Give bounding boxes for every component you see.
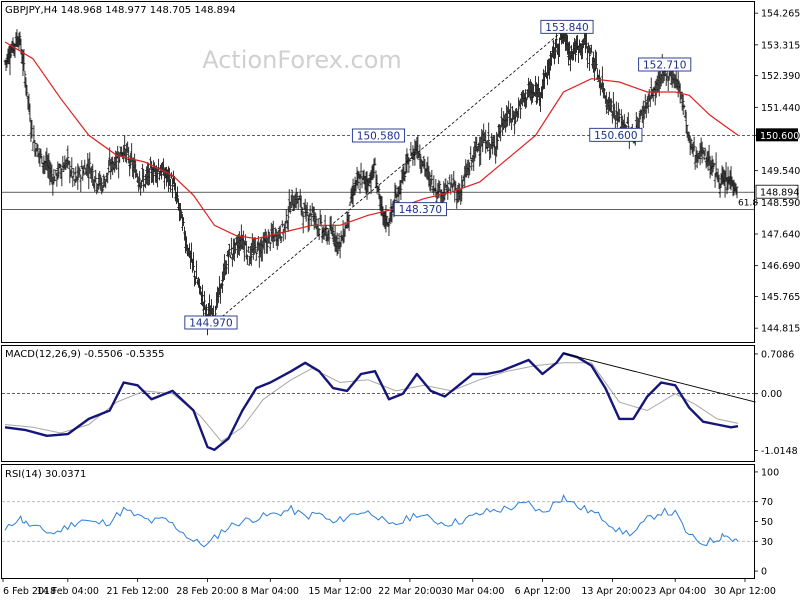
price-panel-title: GBPJPY,H4 148.968 148.977 148.705 148.89… [5,5,236,16]
price-annotation: 148.370 [393,202,447,217]
annotation-box [540,19,594,34]
x-axis-tick-label: 22 Mar 20:00 [378,586,441,597]
annotation-label: 148.370 [399,204,442,216]
rsi-line [4,494,739,548]
macd-axis-tick-label: 0.7086 [761,349,794,360]
y-axis-tick-label: 149.540 [761,166,800,177]
rsi-axis-tick-label: 100 [761,467,779,478]
annotation-box [351,128,406,143]
resistance-price-tag: 150.600 [756,128,799,142]
macd-panel-frame [1,345,755,462]
rsi-axis-tick-label: 0 [761,567,767,578]
macd-axis-tick-label: -1.0148 [761,446,798,457]
rsi-panel-frame [1,464,755,579]
price-annotation: 150.580 [351,128,406,143]
price-bars [3,22,739,336]
annotation-box [393,202,447,217]
x-axis-tick-label: 6 Feb 2018 [3,586,56,597]
y-axis-tick-label: 151.440 [761,103,800,114]
annotation-box [638,57,692,72]
x-axis-tick-label: 30 Apr 12:00 [714,586,776,597]
price-tag-box [755,184,799,199]
price-tag-label: 148.894 [760,188,799,199]
rsi-axis-tick-label: 50 [761,517,773,528]
annotation-box [589,127,643,142]
watermark: ActionForex.com [202,46,402,74]
y-axis-tick-label: 147.640 [761,230,800,241]
macd-line [4,352,739,451]
x-axis-tick-label: 28 Feb 20:00 [176,586,238,597]
price-annotation: 152.710 [638,57,692,72]
y-axis-tick-label: 146.690 [761,261,800,272]
macd-signal-line [4,362,739,443]
annotation-label: 153.840 [545,22,588,34]
y-axis-tick-label: 148.590 [761,198,800,209]
price-layer: 153.840 152.710 150.580 150.600 148.370 144.9… [2,19,758,336]
rsi-axis-tick-label: 70 [761,497,773,508]
annotation-label: 150.600 [594,130,637,142]
y-axis-tick-label: 153.315 [761,40,800,51]
price-annotation: 144.970 [184,315,238,330]
annotation-label: 150.580 [357,131,400,143]
x-axis-tick-label: 15 Mar 12:00 [308,586,371,597]
axis-layer: 154.265 153.315 152.390 151.440 150.600 149.5… [2,9,800,597]
price-tag-label: 150.600 [760,131,799,142]
fibonacci-trendline [214,27,568,324]
macd-axis-tick-label: 0.00 [761,389,782,400]
y-axis-tick-label: 152.390 [761,71,800,82]
macd-panel-title: MACD(12,26,9) -0.5506 -0.5355 [5,349,165,360]
x-axis-tick-label: 14 Feb 04:00 [37,586,99,597]
last-price-tag: 148.894 [755,184,799,199]
rsi-axis-tick-label: 30 [761,537,773,548]
x-axis-tick-label: 6 Apr 12:00 [515,586,571,597]
x-axis-tick-label: 21 Feb 12:00 [106,586,168,597]
y-axis-tick-label: 145.765 [761,292,800,303]
x-axis-tick-label: 30 Mar 04:00 [441,586,504,597]
macd-trendline [563,352,756,403]
rsi-panel-title: RSI(14) 30.0371 [5,469,86,480]
price-panel-frame [1,1,755,343]
x-axis-tick-label: 13 Apr 20:00 [581,586,643,597]
x-axis-tick-label: 8 Mar 04:00 [242,586,299,597]
price-tag-box [756,128,798,142]
y-axis-tick-label: 144.815 [761,324,800,335]
macd-layer [2,352,756,451]
rsi-layer [2,494,754,548]
fibonacci-level-label: 61.8 [738,199,758,209]
moving-average-line [4,41,739,240]
annotation-label: 144.970 [189,318,232,330]
y-axis-tick-label: 154.265 [761,9,800,20]
price-annotation: 153.840 [540,19,594,34]
annotation-box [184,315,238,330]
x-axis-tick-label: 23 Apr 04:00 [644,586,706,597]
price-annotation: 150.600 [589,127,643,142]
annotation-label: 152.710 [643,60,686,72]
